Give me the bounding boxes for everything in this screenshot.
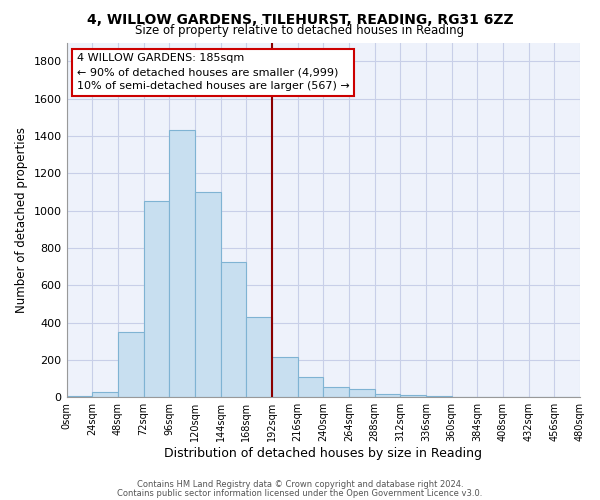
Bar	[374, 394, 400, 398]
Text: Contains HM Land Registry data © Crown copyright and database right 2024.: Contains HM Land Registry data © Crown c…	[137, 480, 463, 489]
Bar	[67, 396, 92, 398]
Bar	[298, 377, 323, 398]
Text: Size of property relative to detached houses in Reading: Size of property relative to detached ho…	[136, 24, 464, 37]
Bar	[349, 389, 374, 398]
Bar	[169, 130, 195, 398]
Y-axis label: Number of detached properties: Number of detached properties	[15, 127, 28, 313]
Bar	[118, 332, 143, 398]
Text: Contains public sector information licensed under the Open Government Licence v3: Contains public sector information licen…	[118, 488, 482, 498]
Bar	[426, 396, 452, 398]
Bar	[195, 192, 221, 398]
Bar	[221, 262, 246, 398]
Bar	[400, 396, 426, 398]
Bar	[246, 317, 272, 398]
Bar	[323, 387, 349, 398]
X-axis label: Distribution of detached houses by size in Reading: Distribution of detached houses by size …	[164, 447, 482, 460]
Text: 4, WILLOW GARDENS, TILEHURST, READING, RG31 6ZZ: 4, WILLOW GARDENS, TILEHURST, READING, R…	[86, 12, 514, 26]
Bar	[92, 392, 118, 398]
Bar	[272, 357, 298, 398]
Bar	[143, 201, 169, 398]
Text: 4 WILLOW GARDENS: 185sqm
← 90% of detached houses are smaller (4,999)
10% of sem: 4 WILLOW GARDENS: 185sqm ← 90% of detach…	[77, 53, 350, 91]
